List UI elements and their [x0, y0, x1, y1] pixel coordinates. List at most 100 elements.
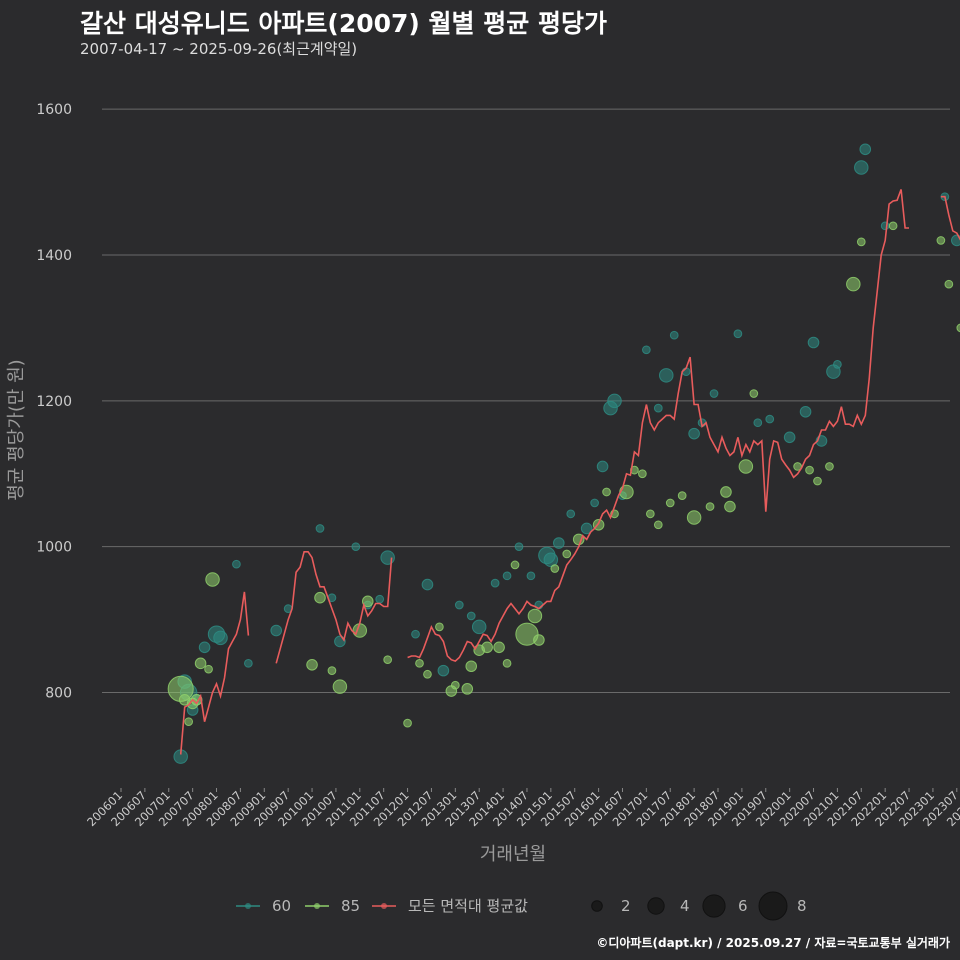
legend-key-point [245, 903, 251, 909]
legend: 60 85 모든 면적대 평균값 2 4 6 8 [236, 891, 807, 921]
scatter-point-60 [471, 619, 487, 635]
scatter-point-85 [738, 459, 754, 474]
scatter-point-60 [688, 427, 700, 440]
scatter-point-60 [380, 550, 395, 565]
scatter-point-85 [749, 389, 759, 398]
scatter-point-60 [596, 460, 609, 473]
average-line [179, 189, 960, 755]
scatter-points [167, 143, 960, 764]
scatter-point-60 [783, 431, 796, 444]
scatter-point-85 [493, 641, 505, 654]
scatter-point-60 [437, 664, 450, 677]
scatter-point-85 [481, 641, 493, 654]
scatter-point-60 [490, 578, 500, 588]
scatter-point-60 [315, 524, 325, 533]
scatter-point-85 [194, 657, 207, 670]
y-tick-label: 1600 [36, 102, 72, 118]
scatter-point-60 [198, 641, 211, 654]
legend-label: 60 [272, 897, 291, 915]
scatter-point-60 [454, 600, 464, 610]
scatter-point-85 [383, 655, 393, 665]
credit-text: ©디아파트(dapt.kr) / 2025.09.27 / 자료=국토교통부 실… [596, 936, 950, 950]
y-tick-label: 1000 [36, 540, 72, 556]
scatter-point-60 [733, 329, 743, 339]
average-line-segment [407, 189, 909, 663]
scatter-point-85 [602, 487, 611, 497]
scatter-point-85 [665, 498, 675, 508]
scatter-point-85 [327, 666, 337, 675]
y-axis-title: 평균 평당가(만 원) [6, 359, 27, 500]
scatter-point-60 [244, 658, 253, 668]
chart-title: 갈산 대성유니드 아파트(2007) 월별 평균 평당가 [80, 9, 607, 38]
scatter-point-60 [854, 160, 869, 175]
legend-key-point [381, 903, 387, 909]
scatter-point-85 [510, 560, 520, 570]
y-tick-label: 1400 [36, 248, 72, 264]
scatter-point-85 [204, 664, 213, 674]
scatter-point-60 [859, 143, 872, 156]
scatter-point-60 [526, 571, 536, 581]
scatter-point-85 [435, 622, 444, 632]
scatter-point-60 [659, 368, 674, 383]
scatter-point-60 [669, 330, 679, 340]
legend-size-label: 6 [738, 897, 748, 915]
scatter-point-60 [580, 522, 593, 535]
scatter-point-85 [686, 510, 702, 525]
scatter-point-85 [653, 520, 663, 530]
y-axis-ticks: 800 1000 1200 1400 1600 [36, 102, 72, 701]
scatter-point-60 [466, 611, 476, 621]
scatter-point-60 [543, 552, 559, 568]
scatter-point-85 [352, 623, 368, 638]
scatter-point-60 [880, 221, 890, 231]
scatter-point-85 [423, 669, 432, 679]
scatter-point-85 [527, 608, 543, 624]
scatter-point-85 [724, 500, 736, 513]
scatter-point-85 [944, 279, 954, 289]
scatter-point-60 [833, 360, 842, 369]
x-axis-title: 거래년월 [480, 844, 546, 865]
scatter-point-60 [951, 234, 960, 247]
average-line-segment [275, 551, 393, 664]
scatter-point-60 [653, 403, 663, 413]
scatter-point-85 [856, 237, 866, 247]
legend-size-circle [758, 891, 788, 921]
scatter-point-85 [332, 679, 348, 694]
scatter-point-60 [807, 336, 820, 349]
scatter-point-60 [270, 624, 283, 637]
scatter-point-60 [421, 578, 434, 591]
scatter-point-60 [642, 345, 651, 355]
scatter-point-60 [411, 629, 420, 639]
y-tick-label: 800 [45, 686, 72, 702]
y-tick-label: 1200 [36, 394, 72, 410]
scatter-point-60 [213, 630, 228, 646]
scatter-point-85 [403, 718, 412, 728]
scatter-point-60 [765, 414, 775, 424]
legend-label: 85 [341, 897, 360, 915]
scatter-point-85 [502, 658, 512, 668]
legend-size-label: 2 [621, 897, 631, 915]
average-line-segment [179, 591, 250, 755]
scatter-point-60 [607, 393, 622, 409]
scatter-point-60 [553, 537, 565, 549]
scatter-point-85 [184, 717, 194, 727]
legend-size-label: 8 [797, 897, 807, 915]
legend-size-circle [591, 900, 603, 912]
legend-size-circle [647, 897, 665, 915]
scatter-point-60 [351, 542, 361, 552]
scatter-point-85 [846, 276, 861, 292]
chart-subtitle: 2007-04-17 ~ 2025-09-26(최근계약일) [80, 40, 358, 58]
scatter-point-85 [956, 323, 960, 333]
scatter-point-60 [590, 498, 599, 508]
scatter-point-60 [375, 594, 385, 604]
scatter-point-85 [361, 595, 374, 608]
scatter-point-85 [936, 236, 946, 245]
scatter-point-85 [888, 221, 898, 231]
scatter-point-60 [799, 405, 812, 418]
scatter-point-60 [753, 418, 763, 428]
scatter-point-85 [461, 683, 474, 695]
scatter-point-85 [619, 484, 634, 500]
scatter-point-60 [566, 509, 576, 519]
scatter-point-85 [515, 622, 539, 646]
x-axis-ticks: 2006012006072007012007072008012008072009… [84, 788, 960, 829]
